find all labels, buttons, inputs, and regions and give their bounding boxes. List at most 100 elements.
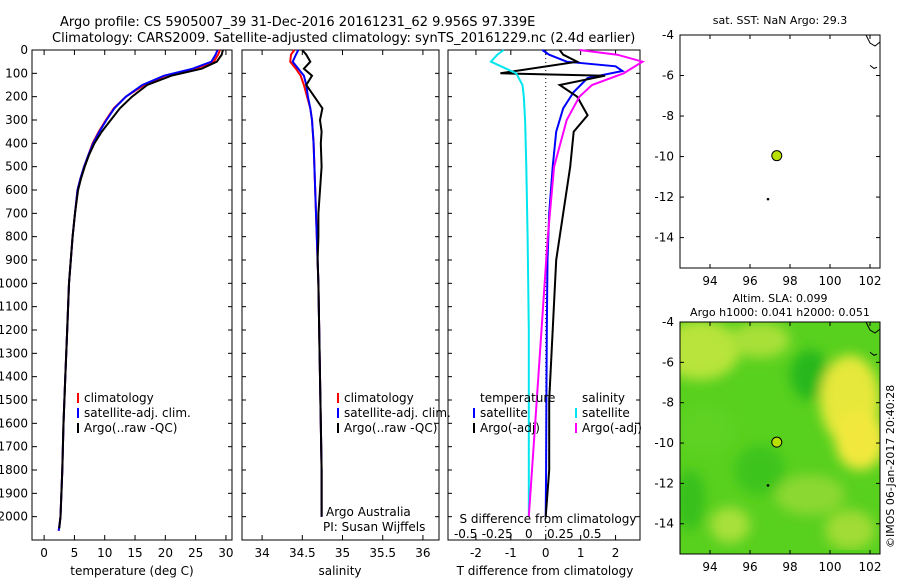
difference-salinity-legend-label: Argo(-adj) [582, 421, 642, 435]
depth-tick-label: 900 [5, 253, 28, 267]
difference-xlabel: T difference from climatology [456, 564, 634, 578]
salinity-plot: 34 34.5 35 35.5 36 climatologysatellite-adj. … [254, 49, 451, 560]
map2-heatmap [680, 322, 880, 554]
difference-x2label: S difference from climatology [460, 512, 637, 526]
depth-tick-label: 1100 [0, 300, 28, 314]
temperature-xtick-label: 0 [40, 546, 48, 560]
map2-ytick-label: -14 [654, 517, 674, 531]
map1-plot: 94 96 98 100 102 -4 -6 -8 -10 -12 -14 [654, 28, 881, 288]
salinity-legend-label: satellite-adj. clim. [344, 406, 451, 420]
depth-tick-label: 400 [5, 136, 28, 150]
map1-xtick-label: 102 [859, 274, 882, 288]
temperature-panel-frame [31, 49, 233, 541]
difference-xtick-label: 2 [612, 546, 620, 560]
depth-tick-label: 1200 [0, 323, 28, 337]
depth-tick-label: 1300 [0, 346, 28, 360]
depth-tick-label: 1900 [0, 486, 28, 500]
difference-x2tick-label: -0.25 [482, 527, 513, 541]
salinity-annotation-line1: Argo Australia [326, 505, 411, 519]
depth-tick-label: 100 [5, 66, 28, 80]
salinity-series-line [301, 49, 324, 517]
map1-island [766, 197, 770, 201]
difference-xtick-label: 1 [577, 546, 585, 560]
map2-frame [679, 321, 881, 555]
difference-series-line [541, 49, 626, 517]
map1-ytick-label: -8 [662, 109, 674, 123]
map2-title-line2: Argo h1000: 0.041 h2000: 0.051 [690, 306, 870, 319]
depth-tick-label: 1600 [0, 416, 28, 430]
map2-xtick-label: 98 [782, 560, 797, 574]
salinity-xtick-label: 34.5 [289, 546, 316, 560]
map1-coastline [865, 34, 881, 69]
salinity-annotation-line2: PI: Susan Wijffels [323, 520, 425, 534]
map2-ytick-label: -8 [662, 396, 674, 410]
temperature-xlabel: temperature (deg C) [70, 564, 193, 578]
salinity-xlabel: salinity [318, 564, 361, 578]
difference-x2tick-label: 0.5 [582, 527, 601, 541]
depth-axis: 0 100 200 300 400 500 600 700 800 900 1000 1100 1200… [0, 43, 640, 524]
temperature-xtick-label: 30 [218, 546, 233, 560]
salinity-xtick-label: 35 [335, 546, 350, 560]
map1-xtick-label: 100 [819, 274, 842, 288]
map2-xtick-label: 96 [742, 560, 757, 574]
depth-tick-label: 0 [20, 43, 28, 57]
salinity-legend-label: Argo(..raw -QC) [344, 421, 437, 435]
salinity-xtick-label: 36 [415, 546, 430, 560]
difference-legend-title-salinity: salinity [582, 391, 625, 405]
map1-ytick-label: -12 [654, 190, 674, 204]
map1-ytick-label: -10 [654, 150, 674, 164]
depth-tick-label: 1400 [0, 370, 28, 384]
map1-xtick-label: 98 [782, 274, 797, 288]
map1-frame [679, 34, 881, 269]
depth-tick-label: 800 [5, 230, 28, 244]
salinity-series-line [291, 49, 323, 517]
temperature-xtick-label: 20 [158, 546, 173, 560]
temperature-xtick-label: 10 [97, 546, 112, 560]
difference-series-line [489, 49, 530, 517]
depth-tick-label: 1800 [0, 463, 28, 477]
figure-title-line2: Climatology: CARS2009. Satellite-adjuste… [52, 31, 635, 46]
temperature-series-line [58, 49, 224, 529]
map1-title: sat. SST: NaN Argo: 29.3 [713, 14, 847, 27]
map2-ytick-label: -10 [654, 436, 674, 450]
temperature-xtick-label: 15 [127, 546, 142, 560]
map1-ytick-label: -14 [654, 231, 674, 245]
figure-title-line1: Argo profile: CS 5905007_39 31-Dec-2016 … [60, 15, 535, 30]
depth-tick-label: 500 [5, 160, 28, 174]
depth-tick-label: 1700 [0, 440, 28, 454]
map2-ytick-label: -6 [662, 355, 674, 369]
salinity-xtick-label: 35.5 [369, 546, 396, 560]
temperature-series-line [57, 49, 219, 531]
depth-tick-label: 200 [5, 90, 28, 104]
salinity-panel-frame [241, 49, 440, 541]
map1-ytick-label: -6 [662, 69, 674, 83]
watermark: ©IMOS 06-Jan-2017 20:40:28 [884, 385, 897, 548]
map1-ytick-label: -4 [662, 28, 674, 42]
salinity-legend-label: climatology [344, 391, 414, 405]
map2-argo-marker [771, 436, 783, 448]
difference-xtick-label: -1 [505, 546, 517, 560]
difference-plot: -2 -1 0 1 2-0.5 -0.25 0 0.25 0.5temperaturesatel… [454, 49, 645, 560]
map2-island [766, 484, 770, 487]
depth-tick-label: 2000 [0, 510, 28, 524]
temperature-legend-label: Argo(..raw -QC) [84, 421, 177, 435]
difference-salinity-legend-label: satellite [582, 406, 630, 420]
difference-xtick-label: -2 [470, 546, 482, 560]
temperature-xtick-label: 25 [188, 546, 203, 560]
difference-series-line [527, 49, 645, 517]
map2-xtick-label: 94 [702, 560, 717, 574]
map1-argo-marker [771, 150, 783, 162]
difference-x2tick-label: 0.25 [547, 527, 574, 541]
temperature-legend-label: climatology [84, 391, 154, 405]
difference-xtick-label: 0 [542, 546, 550, 560]
temperature-series-line [57, 49, 221, 531]
map2-xtick-label: 102 [859, 560, 882, 574]
map2-ytick-label: -4 [662, 315, 674, 329]
map2-title-line1: Altim. SLA: 0.099 [732, 292, 827, 305]
map2-xtick-label: 100 [819, 560, 842, 574]
salinity-xtick-label: 34 [254, 546, 269, 560]
difference-legend-title-temperature: temperature [480, 391, 555, 405]
depth-tick-label: 600 [5, 183, 28, 197]
temperature-xtick-label: 5 [71, 546, 79, 560]
